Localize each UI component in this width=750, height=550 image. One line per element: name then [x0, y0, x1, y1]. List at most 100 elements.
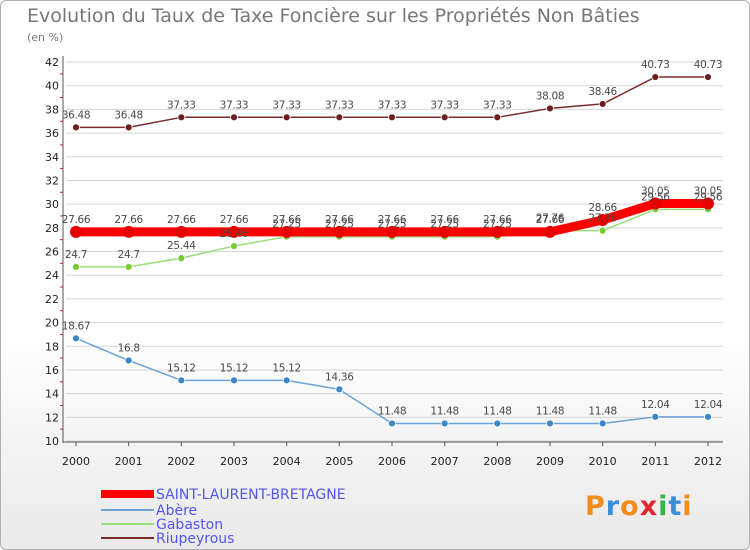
y-tick-label: 12	[45, 411, 59, 424]
data-label: 14.36	[325, 371, 354, 383]
data-label: 15.12	[167, 362, 196, 374]
data-label: 11.48	[536, 405, 565, 417]
data-point	[175, 225, 188, 238]
y-tick-label: 20	[45, 317, 59, 330]
x-tick-label: 2001	[115, 455, 143, 468]
data-point	[704, 412, 712, 421]
data-label: 40.73	[641, 59, 670, 71]
data-label: 27.25	[430, 219, 459, 231]
data-label: 27.66	[483, 214, 512, 226]
data-point	[704, 73, 712, 81]
data-point	[282, 113, 291, 122]
data-point	[649, 197, 662, 210]
data-label: 27.66	[220, 214, 249, 226]
data-point	[702, 197, 714, 210]
series-riupeyrous	[72, 73, 712, 132]
data-label: 27.66	[536, 214, 565, 226]
data-label: 11.48	[588, 405, 617, 417]
data-label: 37.33	[378, 99, 407, 111]
data-label: 29.56	[694, 191, 723, 203]
data-point	[124, 123, 133, 132]
logo-letter: o	[620, 491, 640, 522]
data-label: 24.7	[118, 249, 140, 261]
y-tick-label: 26	[45, 246, 59, 259]
logo-letter: r	[605, 491, 621, 522]
data-label: 16.8	[118, 342, 140, 354]
data-label: 11.48	[483, 405, 512, 417]
data-label: 12.04	[641, 399, 670, 411]
legend: SAINT-LAURENT-BRETAGNEAbèreGabastonRiupe…	[101, 487, 346, 547]
data-label: 12.04	[694, 399, 723, 411]
data-label: 27.25	[378, 219, 407, 231]
data-label: 37.33	[430, 99, 459, 111]
data-label: 36.48	[62, 109, 91, 121]
data-label: 18.67	[62, 320, 91, 332]
y-tick-label: 34	[45, 151, 59, 164]
data-point	[177, 254, 186, 263]
data-point	[388, 113, 396, 122]
data-point	[70, 225, 82, 238]
x-tick-label: 2003	[220, 455, 248, 468]
data-label: 37.33	[167, 99, 196, 111]
data-label: 36.48	[114, 109, 143, 121]
data-label: 37.33	[220, 99, 249, 111]
data-label: 25.44	[167, 240, 196, 252]
data-labels: 18.67 16.8 15.12 15.12 15.12 14.36 11.48 11.48 1…	[62, 320, 723, 417]
x-tick-label: 2007	[431, 455, 459, 468]
data-label: 26.46	[220, 228, 249, 240]
data-point	[72, 334, 80, 343]
logo-letter: i	[658, 491, 669, 522]
data-label: 27.66	[378, 214, 407, 226]
data-point	[177, 376, 186, 385]
chart-title: Evolution du Taux de Taxe Foncière sur l…	[27, 5, 640, 27]
data-label: 27.66	[167, 214, 196, 226]
y-tick-label: 38	[45, 103, 59, 116]
data-point	[335, 385, 344, 394]
data-point	[438, 225, 451, 238]
y-tick-label: 16	[45, 364, 59, 377]
y-tick-label: 30	[45, 198, 59, 211]
x-tick-label: 2000	[62, 455, 90, 468]
data-label: 15.12	[272, 362, 301, 374]
data-label: 27.66	[62, 214, 91, 226]
y-tick-label: 14	[45, 388, 59, 401]
data-label: 40.73	[694, 59, 723, 71]
x-tick-label: 2010	[589, 455, 617, 468]
data-label: 27.76	[536, 213, 565, 225]
data-point	[440, 113, 449, 122]
logo-letter: P	[585, 491, 606, 522]
data-label: 29.56	[641, 191, 670, 203]
data-label: 27.25	[325, 219, 354, 231]
logo-letter: t	[668, 491, 683, 522]
data-label: 27.66	[430, 214, 459, 226]
data-labels: 36.48 36.48 37.33 37.33 37.33 37.33 37.33 37.33…	[62, 59, 723, 121]
data-point	[335, 113, 344, 122]
proxiti-logo: Proxiti	[585, 491, 693, 522]
series-saint-laurent-bretagne	[70, 197, 714, 238]
data-point	[546, 104, 554, 113]
logo-letter: i	[682, 491, 693, 522]
logo-letter: x	[639, 491, 659, 522]
x-tick-label: 2004	[273, 455, 301, 468]
y-tick-label: 28	[45, 222, 59, 235]
data-point	[596, 213, 609, 226]
data-point	[598, 419, 607, 428]
data-point	[333, 225, 346, 238]
data-point	[493, 419, 502, 428]
data-label: 15.12	[220, 362, 249, 374]
legend-label: Abère	[156, 503, 197, 519]
data-point	[72, 262, 80, 271]
data-labels: 27.66 27.66 27.66 27.66 27.66 27.66 27.66 27.66…	[62, 186, 723, 226]
data-point	[230, 113, 238, 122]
data-label: 27.25	[272, 219, 301, 231]
data-point	[651, 73, 660, 81]
data-label: 30.05	[694, 186, 723, 198]
data-point	[491, 225, 504, 238]
data-point	[282, 376, 291, 385]
data-point	[124, 262, 133, 271]
data-point	[388, 419, 396, 428]
data-label: 27.66	[272, 214, 301, 226]
data-label: 37.33	[272, 99, 301, 111]
